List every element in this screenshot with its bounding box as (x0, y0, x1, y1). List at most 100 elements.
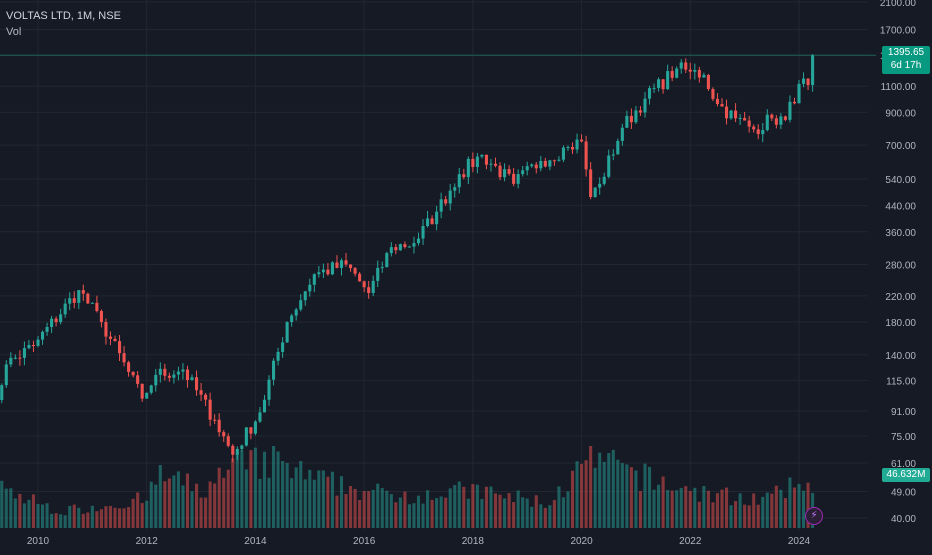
candle-body (312, 274, 316, 285)
volume-bar (507, 493, 511, 528)
candle-body (122, 353, 126, 363)
volume-bar (403, 491, 407, 528)
candle-body (4, 364, 8, 386)
candle-body (643, 98, 647, 113)
candle-body (90, 302, 94, 304)
candle-body (389, 247, 393, 254)
candle-body (788, 101, 792, 120)
volume-bar (570, 470, 575, 528)
volume-bar (584, 460, 588, 528)
candle-body (416, 238, 421, 244)
candle-body (158, 368, 162, 375)
candle-body (281, 342, 285, 352)
volume-bar (493, 493, 498, 528)
volume-bar (715, 493, 720, 528)
volume-bar (616, 459, 620, 528)
volume-bar (235, 452, 239, 528)
candle-body (439, 199, 443, 212)
volume-bar (154, 484, 158, 528)
candle-body (231, 445, 235, 455)
candle-body (149, 385, 153, 393)
volume-bar (45, 503, 49, 528)
volume-bar (163, 481, 167, 528)
volume-bar (371, 489, 375, 528)
volume-bar (426, 490, 430, 528)
candle-body (489, 163, 493, 165)
lightning-icon[interactable]: ⚡ (805, 507, 823, 525)
candle-body (471, 158, 475, 167)
price-tick-label: 61.00 (891, 459, 916, 470)
candle-body (163, 368, 167, 376)
volume-bar (489, 486, 493, 528)
candle-body (285, 322, 289, 343)
volume-bar (765, 492, 769, 528)
candle-body (647, 88, 652, 99)
volume-bar (321, 470, 325, 528)
price-tick-label: 440.00 (885, 202, 916, 213)
candle-body (108, 336, 113, 339)
grid-lines (0, 0, 876, 530)
volume-bar (724, 487, 729, 528)
volume-bar (312, 479, 316, 528)
volume-bar (335, 495, 339, 528)
volume-bar (308, 469, 312, 528)
volume-bar (398, 497, 402, 528)
candle-body (344, 260, 348, 265)
volume-indicator-label[interactable]: Vol (6, 26, 22, 38)
candle-body (580, 139, 584, 142)
volume-bar (136, 492, 140, 528)
candle-body (679, 62, 683, 69)
volume-bar (376, 483, 380, 528)
price-tick-label: 1100.00 (881, 82, 917, 93)
candle-body (59, 314, 63, 323)
volume-bar (684, 486, 688, 528)
volume-bar (738, 493, 742, 528)
candle-body (398, 244, 402, 251)
time-tick-label: 2022 (679, 536, 702, 547)
candle-body (498, 165, 502, 178)
candle-body (738, 117, 742, 119)
volume-bar (797, 483, 801, 528)
volume-bar (140, 503, 144, 528)
time-tick-label: 2020 (570, 536, 593, 547)
price-tick-label: 115.00 (886, 376, 916, 387)
volume-bar (253, 447, 257, 528)
last-price-value: 1395.65 (887, 47, 925, 58)
candle-body (761, 130, 765, 135)
volume-bar (367, 491, 371, 528)
candle-body (77, 290, 81, 303)
candle-body (770, 114, 774, 119)
volume-bar (285, 462, 289, 528)
volume-bar (272, 446, 276, 528)
volume-bar (643, 463, 647, 528)
symbol-title[interactable]: VOLTAS LTD, 1M, NSE (6, 10, 121, 22)
volume-bar (226, 469, 230, 528)
volume-bar (18, 493, 22, 528)
volume-bar (774, 485, 778, 528)
candle-body (566, 146, 570, 148)
candle-body (117, 341, 122, 354)
candle-body (358, 273, 362, 282)
volume-bar (358, 499, 362, 528)
volume-bar (756, 504, 760, 528)
candle-body (561, 147, 565, 160)
volume-bar (484, 486, 488, 528)
candle-body (407, 246, 411, 248)
candle-body (22, 348, 26, 358)
candle-body (40, 331, 45, 340)
volume-bar (761, 496, 765, 528)
bar-countdown: 6d 17h (890, 60, 922, 71)
volume-bar (72, 504, 76, 528)
candle-body (570, 146, 575, 150)
candle-body (548, 160, 552, 167)
volume-bar (416, 495, 421, 528)
candle-body (136, 375, 140, 384)
volume-bar (131, 498, 135, 528)
volume-bar (693, 487, 697, 528)
volume-bar (258, 478, 262, 528)
candle-body (190, 377, 194, 380)
volume-bar (747, 505, 751, 528)
volume-bar (267, 477, 271, 528)
